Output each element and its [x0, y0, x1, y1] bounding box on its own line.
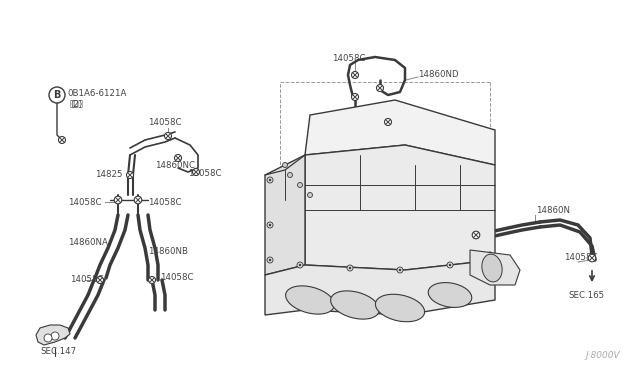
Circle shape [472, 231, 480, 239]
Circle shape [114, 196, 122, 204]
Text: 14058C: 14058C [148, 118, 182, 126]
Ellipse shape [331, 291, 380, 319]
Circle shape [299, 264, 301, 266]
Text: 14058C: 14058C [332, 54, 365, 62]
Text: (2): (2) [70, 99, 82, 109]
Circle shape [397, 267, 403, 273]
Text: B: B [53, 90, 61, 100]
Circle shape [269, 259, 271, 261]
Polygon shape [305, 145, 495, 270]
Circle shape [351, 93, 358, 100]
Polygon shape [305, 100, 495, 165]
Polygon shape [470, 250, 520, 285]
Ellipse shape [428, 283, 472, 307]
Circle shape [175, 154, 182, 161]
Text: SEC.147: SEC.147 [40, 347, 76, 356]
Text: 14058C: 14058C [68, 198, 102, 206]
Circle shape [269, 179, 271, 181]
Circle shape [127, 171, 134, 179]
Circle shape [97, 276, 104, 283]
Text: 14058C: 14058C [396, 115, 429, 125]
Circle shape [44, 334, 52, 342]
Text: 14058C: 14058C [160, 273, 193, 282]
Text: 14860ND: 14860ND [418, 70, 459, 78]
Text: J·8000V: J·8000V [586, 351, 620, 360]
Text: 14058C: 14058C [70, 276, 104, 285]
Circle shape [347, 265, 353, 271]
Text: （２）: （２） [70, 99, 84, 109]
Circle shape [447, 262, 453, 268]
Text: 14058C: 14058C [148, 198, 182, 206]
Text: 14860NB: 14860NB [148, 247, 188, 257]
Circle shape [376, 84, 383, 92]
Circle shape [385, 119, 392, 125]
Circle shape [287, 173, 292, 177]
Text: 0B1A6-6121A: 0B1A6-6121A [67, 89, 126, 97]
Circle shape [297, 262, 303, 268]
Circle shape [588, 254, 596, 262]
Ellipse shape [376, 294, 424, 322]
Circle shape [164, 132, 172, 140]
Text: 14860NC: 14860NC [155, 160, 195, 170]
Polygon shape [36, 325, 70, 345]
Circle shape [49, 87, 65, 103]
Circle shape [307, 192, 312, 198]
Circle shape [399, 269, 401, 271]
Text: 14058C: 14058C [188, 169, 221, 177]
Text: 14058C: 14058C [440, 247, 474, 257]
Text: SEC.140: SEC.140 [398, 128, 434, 137]
Circle shape [58, 137, 65, 144]
Circle shape [267, 257, 273, 263]
Circle shape [298, 183, 303, 187]
Ellipse shape [285, 286, 334, 314]
Text: 14825: 14825 [95, 170, 122, 179]
Circle shape [134, 196, 142, 204]
Circle shape [349, 267, 351, 269]
Circle shape [269, 224, 271, 226]
Circle shape [193, 169, 200, 176]
Circle shape [351, 71, 358, 78]
Circle shape [449, 264, 451, 266]
Circle shape [267, 222, 273, 228]
Circle shape [267, 177, 273, 183]
Circle shape [487, 252, 493, 258]
Polygon shape [265, 155, 305, 275]
Text: SEC.165: SEC.165 [568, 291, 604, 299]
Polygon shape [265, 260, 495, 315]
Circle shape [51, 332, 59, 340]
Ellipse shape [482, 254, 502, 282]
Text: 14058C: 14058C [564, 253, 598, 262]
Circle shape [148, 276, 156, 283]
Circle shape [489, 254, 491, 256]
Text: 14860NA: 14860NA [68, 237, 108, 247]
Circle shape [282, 163, 287, 167]
Text: 14860N: 14860N [536, 205, 570, 215]
